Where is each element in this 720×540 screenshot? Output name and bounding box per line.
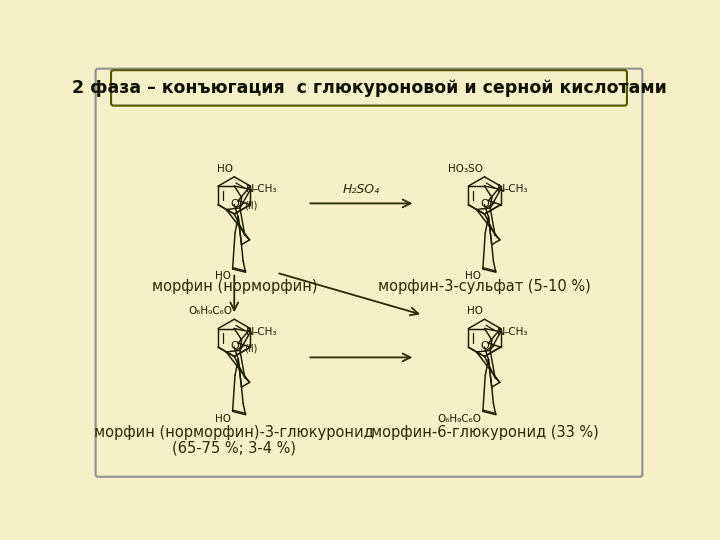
Text: –CH₃: –CH₃ xyxy=(253,184,277,194)
Text: (II): (II) xyxy=(244,201,257,211)
Text: N: N xyxy=(246,327,255,337)
Text: HO: HO xyxy=(215,414,231,424)
Text: HO: HO xyxy=(467,306,483,316)
Text: N: N xyxy=(497,184,505,194)
Text: –CH₃: –CH₃ xyxy=(253,327,277,337)
Text: морфин (норморфин)-3-глюкуронид: морфин (норморфин)-3-глюкуронид xyxy=(94,425,374,440)
Text: H₂SO₄: H₂SO₄ xyxy=(343,183,380,195)
Text: (II): (II) xyxy=(244,343,257,353)
Text: морфин-6-глюкуронид (33 %): морфин-6-глюкуронид (33 %) xyxy=(371,425,598,440)
Text: N: N xyxy=(497,327,505,337)
Text: 2 фаза – конъюгация  с глюкуроновой и серной кислотами: 2 фаза – конъюгация с глюкуроновой и сер… xyxy=(71,79,667,97)
FancyBboxPatch shape xyxy=(111,70,627,106)
Text: O₆H₉C₆O: O₆H₉C₆O xyxy=(189,306,233,316)
Text: –CH₃: –CH₃ xyxy=(503,184,528,194)
Text: –CH₃: –CH₃ xyxy=(503,327,528,337)
Text: O: O xyxy=(230,199,239,209)
Text: O₆H₉C₆O: O₆H₉C₆O xyxy=(437,414,481,424)
Text: HO: HO xyxy=(465,272,481,281)
Text: O: O xyxy=(481,199,490,209)
Text: O: O xyxy=(230,341,239,352)
Text: морфин-3-сульфат (5-10 %): морфин-3-сульфат (5-10 %) xyxy=(378,279,591,294)
FancyBboxPatch shape xyxy=(96,69,642,477)
Text: HO: HO xyxy=(215,272,231,281)
Text: HO: HO xyxy=(217,164,233,174)
Text: (65-75 %; 3-4 %): (65-75 %; 3-4 %) xyxy=(172,441,296,456)
Text: O: O xyxy=(481,341,490,352)
Text: HO₃SO: HO₃SO xyxy=(448,164,483,174)
Text: морфин (норморфин): морфин (норморфин) xyxy=(151,279,317,294)
Text: N: N xyxy=(246,184,255,194)
